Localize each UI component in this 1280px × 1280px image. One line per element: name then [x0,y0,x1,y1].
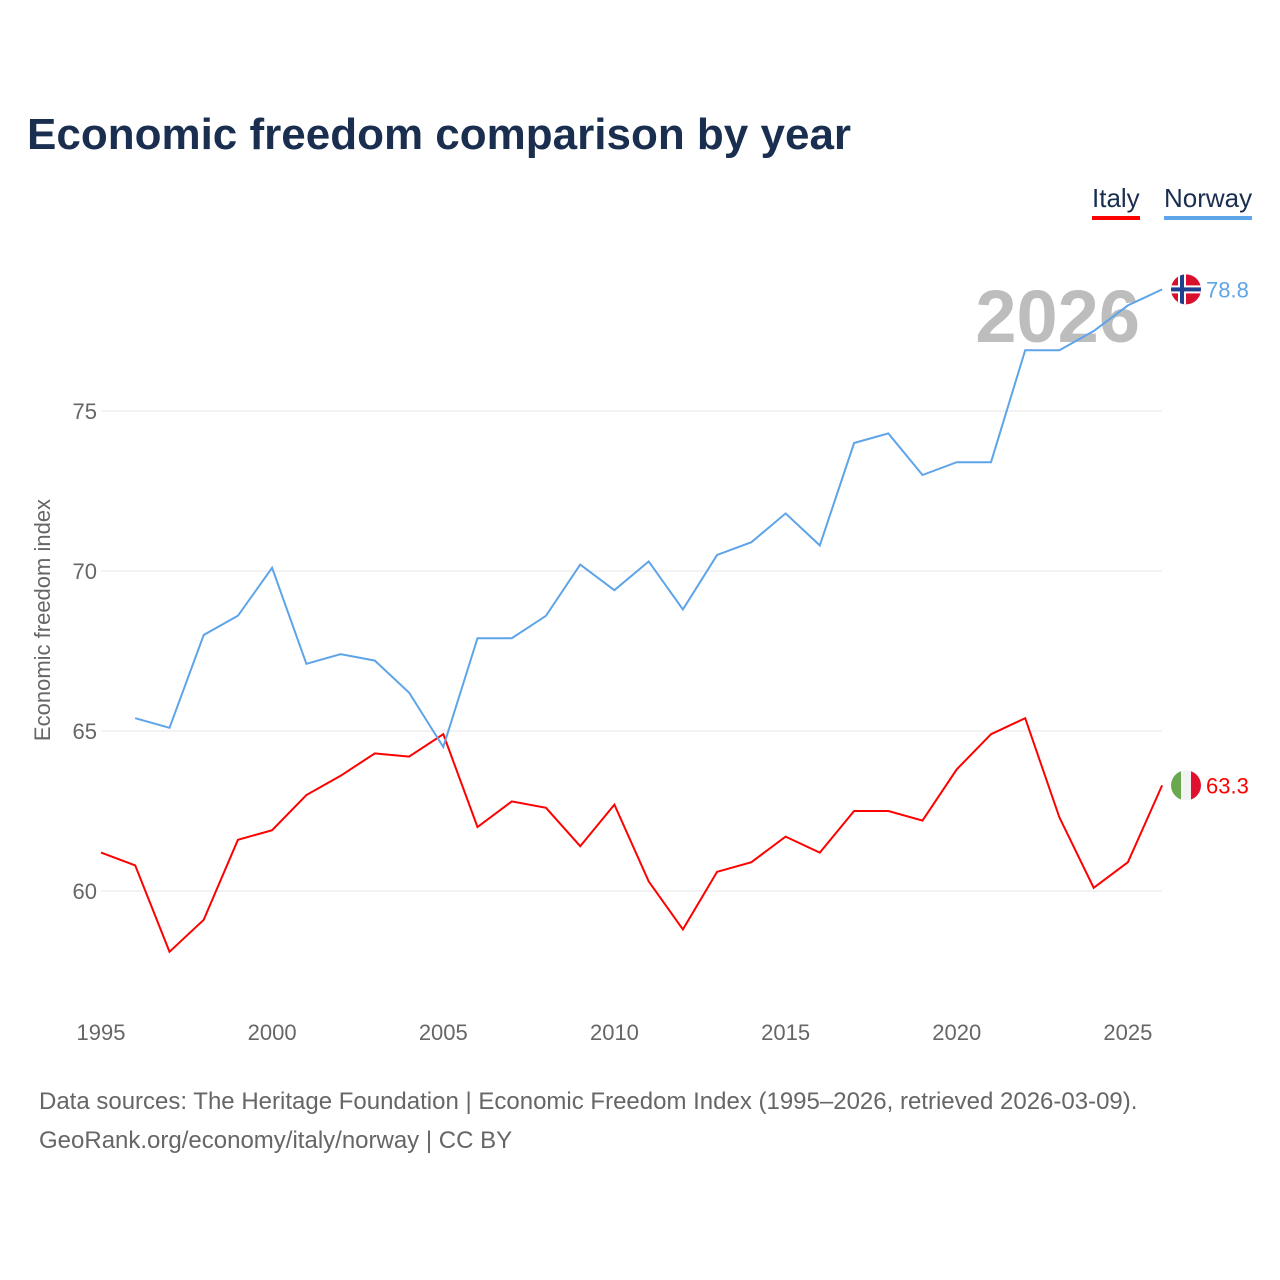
x-tick-label: 2005 [419,1020,468,1045]
legend-norway[interactable]: Norway [1164,183,1253,220]
italy-flag-icon [1171,770,1201,801]
y-axis-label: Economic freedom index [30,499,55,741]
footer-credit: GeoRank.org/economy/italy/norway | CC BY [39,1127,513,1154]
footer-sources: Data sources: The Heritage Foundation | … [39,1088,1138,1115]
end-label-italy: 63.3 [1206,773,1249,798]
norway-flag-icon [1171,274,1201,305]
x-tick-label: 2020 [932,1020,981,1045]
x-tick-label: 2015 [761,1020,810,1045]
flag-body [1171,274,1201,305]
y-tick-label: 60 [73,879,97,904]
end-label-norway: 78.8 [1206,277,1249,302]
y-tick-label: 70 [73,559,97,584]
x-tick-label: 2025 [1103,1020,1152,1045]
x-tick-label: 1995 [77,1020,126,1045]
x-tick-label: 2010 [590,1020,639,1045]
series-line-norway [134,288,1163,750]
legend-italy[interactable]: Italy [1092,183,1140,220]
flag-green [1171,770,1181,801]
flag-body [1171,770,1201,801]
chart-title: Economic freedom comparison by year [27,110,852,159]
series-line-italy [100,716,1164,954]
flag-red [1191,770,1201,801]
year-watermark: 2026 [975,275,1140,358]
y-tick-label: 65 [73,719,97,744]
x-tick-label: 2000 [248,1020,297,1045]
flag-blue-v [1180,274,1184,305]
y-tick-label: 75 [73,399,97,424]
flag-white [1181,770,1191,801]
flag-blue-h [1171,287,1201,292]
